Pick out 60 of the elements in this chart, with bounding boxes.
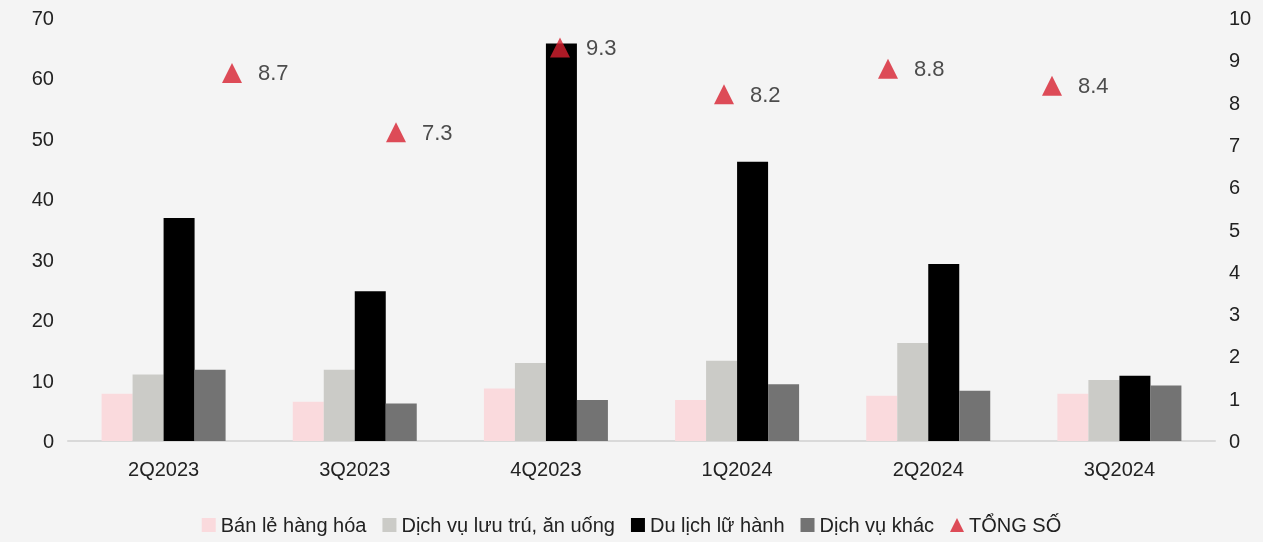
y2-tick-label: 3 xyxy=(1229,303,1241,326)
y2-tick-label: 9 xyxy=(1229,49,1241,72)
x-tick-label: 2Q2023 xyxy=(128,458,200,480)
x-tick-label: 4Q2023 xyxy=(510,458,582,480)
bar xyxy=(385,403,417,441)
x-tick-label: 3Q2023 xyxy=(319,458,391,480)
y-tick-label: 40 xyxy=(31,188,54,211)
bar xyxy=(101,393,133,441)
bar xyxy=(292,401,324,441)
y2-tick-label: 1 xyxy=(1229,387,1241,410)
x-tick-label: 3Q2024 xyxy=(1083,458,1155,480)
legend-label: Dịch vụ khác xyxy=(819,514,935,536)
bar xyxy=(866,395,898,441)
legend-label: TỔNG SỐ xyxy=(969,513,1062,536)
bar xyxy=(928,263,960,441)
y-tick-label: 70 xyxy=(31,7,54,29)
data-label: 9.3 xyxy=(586,35,617,61)
bar xyxy=(576,399,608,441)
bar xyxy=(1057,393,1089,441)
x-tick-label: 2Q2024 xyxy=(892,458,964,480)
legend-label: Dịch vụ lưu trú, ăn uống xyxy=(401,514,615,536)
bar xyxy=(897,343,929,441)
bar xyxy=(1150,385,1182,441)
bar xyxy=(675,399,707,441)
y2-tick-label: 7 xyxy=(1229,133,1241,156)
y-tick-label: 20 xyxy=(31,309,54,332)
y2-tick-label: 10 xyxy=(1229,7,1252,29)
bar xyxy=(483,388,515,441)
y2-tick-label: 4 xyxy=(1229,260,1241,283)
bar xyxy=(132,374,164,441)
bar xyxy=(163,218,195,441)
y-tick-label: 50 xyxy=(31,127,54,150)
legend-label: Bán lẻ hàng hóa xyxy=(220,514,368,536)
y-tick-label: 60 xyxy=(31,67,54,90)
legend-label: Du lịch lữ hành xyxy=(649,514,785,536)
y-tick-label: 0 xyxy=(42,430,54,452)
bar xyxy=(706,360,738,441)
bar xyxy=(737,161,769,441)
y2-tick-label: 2 xyxy=(1229,345,1241,368)
y2-tick-label: 0 xyxy=(1229,430,1241,452)
bar xyxy=(194,369,226,441)
bar xyxy=(323,369,355,441)
y-tick-label: 30 xyxy=(31,248,54,271)
bar xyxy=(354,291,386,441)
data-label: 8.4 xyxy=(1078,73,1109,99)
data-label: 7.3 xyxy=(422,119,453,145)
data-label: 8.7 xyxy=(258,60,289,86)
bar xyxy=(514,363,546,441)
bar xyxy=(768,384,800,441)
y2-tick-label: 6 xyxy=(1229,176,1241,199)
data-label: 8.2 xyxy=(750,81,781,107)
y2-tick-label: 5 xyxy=(1229,218,1241,241)
bar xyxy=(959,390,991,441)
y-tick-label: 10 xyxy=(31,369,54,392)
bar xyxy=(1119,375,1151,441)
bar xyxy=(1088,379,1120,441)
x-tick-label: 1Q2024 xyxy=(701,458,773,480)
y2-tick-label: 8 xyxy=(1229,91,1241,114)
bar xyxy=(545,43,577,441)
data-label: 8.8 xyxy=(914,56,945,82)
